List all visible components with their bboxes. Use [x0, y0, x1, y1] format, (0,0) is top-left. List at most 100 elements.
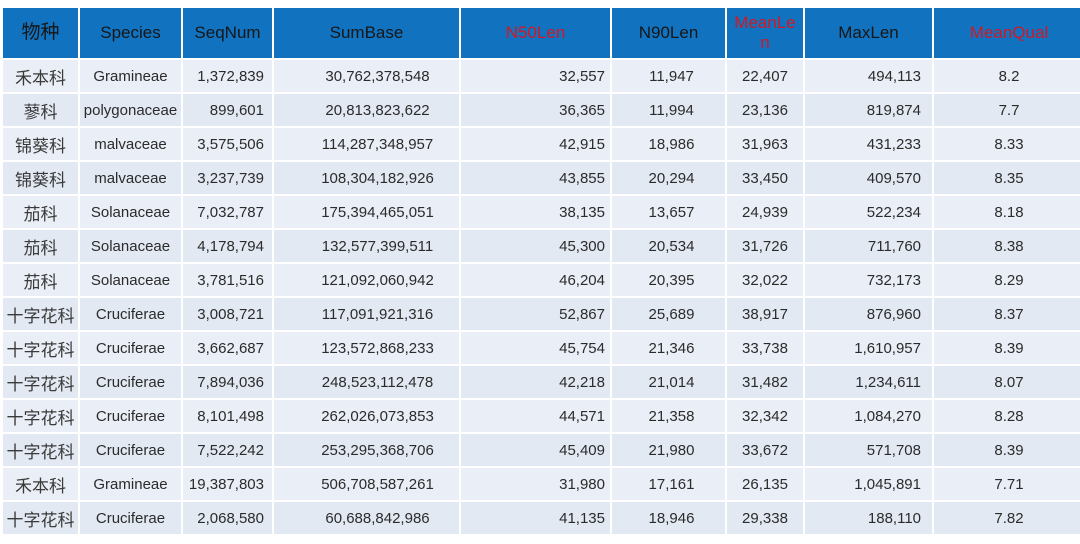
cell-maxlen: 876,960: [805, 298, 932, 330]
column-header-n90len: N90Len: [612, 8, 725, 58]
table-body: 禾本科 Gramineae 1,372,839 30,762,378,548 32,55…: [3, 60, 1080, 534]
column-header-label: 物种: [21, 22, 60, 43]
cell-family: 十字花科: [3, 400, 78, 432]
table-row: 十字花科 Cruciferae 3,008,721 117,091,921,316 52…: [3, 298, 1080, 330]
cell-sumbase: 175,394,465,051: [274, 196, 459, 228]
column-header-label: MeanLen: [734, 13, 796, 52]
cell-n90len: 17,161: [612, 468, 725, 500]
cell-n90len: 21,980: [612, 434, 725, 466]
cell-meanlen: 32,022: [727, 264, 803, 296]
cell-n90len: 20,534: [612, 230, 725, 262]
column-header-label: MeanQual: [969, 23, 1049, 42]
cell-n50len: 42,915: [461, 128, 610, 160]
cell-sumbase: 60,688,842,986: [274, 502, 459, 534]
cell-species: Gramineae: [80, 60, 181, 92]
cell-sumbase: 30,762,378,548: [274, 60, 459, 92]
table-row: 茄科 Solanaceae 4,178,794 132,577,399,511 45,3…: [3, 230, 1080, 262]
cell-n90len: 21,014: [612, 366, 725, 398]
cell-species: Solanaceae: [80, 230, 181, 262]
cell-meanqual: 8.33: [934, 128, 1080, 160]
cell-n50len: 45,300: [461, 230, 610, 262]
cell-meanlen: 26,135: [727, 468, 803, 500]
cell-meanqual: 8.28: [934, 400, 1080, 432]
cell-seqnum: 19,387,803: [183, 468, 272, 500]
cell-family: 茄科: [3, 230, 78, 262]
cell-sumbase: 114,287,348,957: [274, 128, 459, 160]
cell-maxlen: 1,045,891: [805, 468, 932, 500]
cell-seqnum: 3,008,721: [183, 298, 272, 330]
cell-family: 十字花科: [3, 298, 78, 330]
cell-n90len: 13,657: [612, 196, 725, 228]
cell-sumbase: 117,091,921,316: [274, 298, 459, 330]
cell-maxlen: 431,233: [805, 128, 932, 160]
cell-meanqual: 8.07: [934, 366, 1080, 398]
cell-meanlen: 22,407: [727, 60, 803, 92]
cell-sumbase: 20,813,823,622: [274, 94, 459, 126]
cell-n50len: 31,980: [461, 468, 610, 500]
cell-family: 锦葵科: [3, 162, 78, 194]
table-row: 禾本科 Gramineae 19,387,803 506,708,587,261 31,…: [3, 468, 1080, 500]
cell-n90len: 20,294: [612, 162, 725, 194]
cell-seqnum: 3,781,516: [183, 264, 272, 296]
cell-seqnum: 7,522,242: [183, 434, 272, 466]
cell-n50len: 38,135: [461, 196, 610, 228]
cell-meanqual: 7.82: [934, 502, 1080, 534]
table-row: 蓼科 polygonaceae 899,601 20,813,823,622 36,36…: [3, 94, 1080, 126]
cell-seqnum: 1,372,839: [183, 60, 272, 92]
table-header: 物种 Species SeqNum SumBase N50Len N90Len MeanLe…: [3, 8, 1080, 58]
cell-maxlen: 409,570: [805, 162, 932, 194]
cell-meanlen: 32,342: [727, 400, 803, 432]
table-row: 锦葵科 malvaceae 3,575,506 114,287,348,957 42,9…: [3, 128, 1080, 160]
cell-n90len: 21,346: [612, 332, 725, 364]
table-row: 禾本科 Gramineae 1,372,839 30,762,378,548 32,55…: [3, 60, 1080, 92]
cell-family: 禾本科: [3, 60, 78, 92]
cell-seqnum: 7,032,787: [183, 196, 272, 228]
cell-meanqual: 8.38: [934, 230, 1080, 262]
cell-species: Cruciferae: [80, 434, 181, 466]
cell-maxlen: 1,234,611: [805, 366, 932, 398]
cell-maxlen: 188,110: [805, 502, 932, 534]
cell-meanlen: 38,917: [727, 298, 803, 330]
cell-family: 禾本科: [3, 468, 78, 500]
table-row: 十字花科 Cruciferae 7,522,242 253,295,368,706 45…: [3, 434, 1080, 466]
cell-meanlen: 33,672: [727, 434, 803, 466]
slide-table-page: 物种 Species SeqNum SumBase N50Len N90Len MeanLe…: [0, 6, 1080, 544]
cell-meanlen: 23,136: [727, 94, 803, 126]
cell-seqnum: 3,575,506: [183, 128, 272, 160]
table-row: 茄科 Solanaceae 3,781,516 121,092,060,942 46,2…: [3, 264, 1080, 296]
species-sequencing-stats-table: 物种 Species SeqNum SumBase N50Len N90Len MeanLe…: [1, 6, 1080, 536]
cell-family: 蓼科: [3, 94, 78, 126]
cell-family: 十字花科: [3, 366, 78, 398]
cell-species: Cruciferae: [80, 366, 181, 398]
cell-n50len: 42,218: [461, 366, 610, 398]
cell-meanqual: 7.71: [934, 468, 1080, 500]
cell-n90len: 20,395: [612, 264, 725, 296]
column-header-meanlen: MeanLen: [727, 8, 803, 58]
cell-meanqual: 8.18: [934, 196, 1080, 228]
cell-meanlen: 33,450: [727, 162, 803, 194]
cell-meanlen: 31,482: [727, 366, 803, 398]
cell-sumbase: 262,026,073,853: [274, 400, 459, 432]
table-row: 十字花科 Cruciferae 2,068,580 60,688,842,986 41,…: [3, 502, 1080, 534]
cell-family: 十字花科: [3, 332, 78, 364]
cell-sumbase: 506,708,587,261: [274, 468, 459, 500]
cell-meanqual: 8.2: [934, 60, 1080, 92]
cell-family: 锦葵科: [3, 128, 78, 160]
cell-species: Cruciferae: [80, 332, 181, 364]
cell-seqnum: 8,101,498: [183, 400, 272, 432]
header-row: 物种 Species SeqNum SumBase N50Len N90Len MeanLe…: [3, 8, 1080, 58]
cell-n50len: 32,557: [461, 60, 610, 92]
cell-seqnum: 2,068,580: [183, 502, 272, 534]
column-header-label: N90Len: [638, 23, 699, 42]
cell-maxlen: 711,760: [805, 230, 932, 262]
cell-seqnum: 3,662,687: [183, 332, 272, 364]
cell-meanqual: 8.35: [934, 162, 1080, 194]
table-row: 十字花科 Cruciferae 8,101,498 262,026,073,853 44…: [3, 400, 1080, 432]
cell-family: 十字花科: [3, 502, 78, 534]
cell-n90len: 21,358: [612, 400, 725, 432]
cell-n50len: 41,135: [461, 502, 610, 534]
cell-family: 十字花科: [3, 434, 78, 466]
column-header-meanqual: MeanQual: [934, 8, 1080, 58]
column-header-species: Species: [80, 8, 181, 58]
cell-n50len: 45,409: [461, 434, 610, 466]
